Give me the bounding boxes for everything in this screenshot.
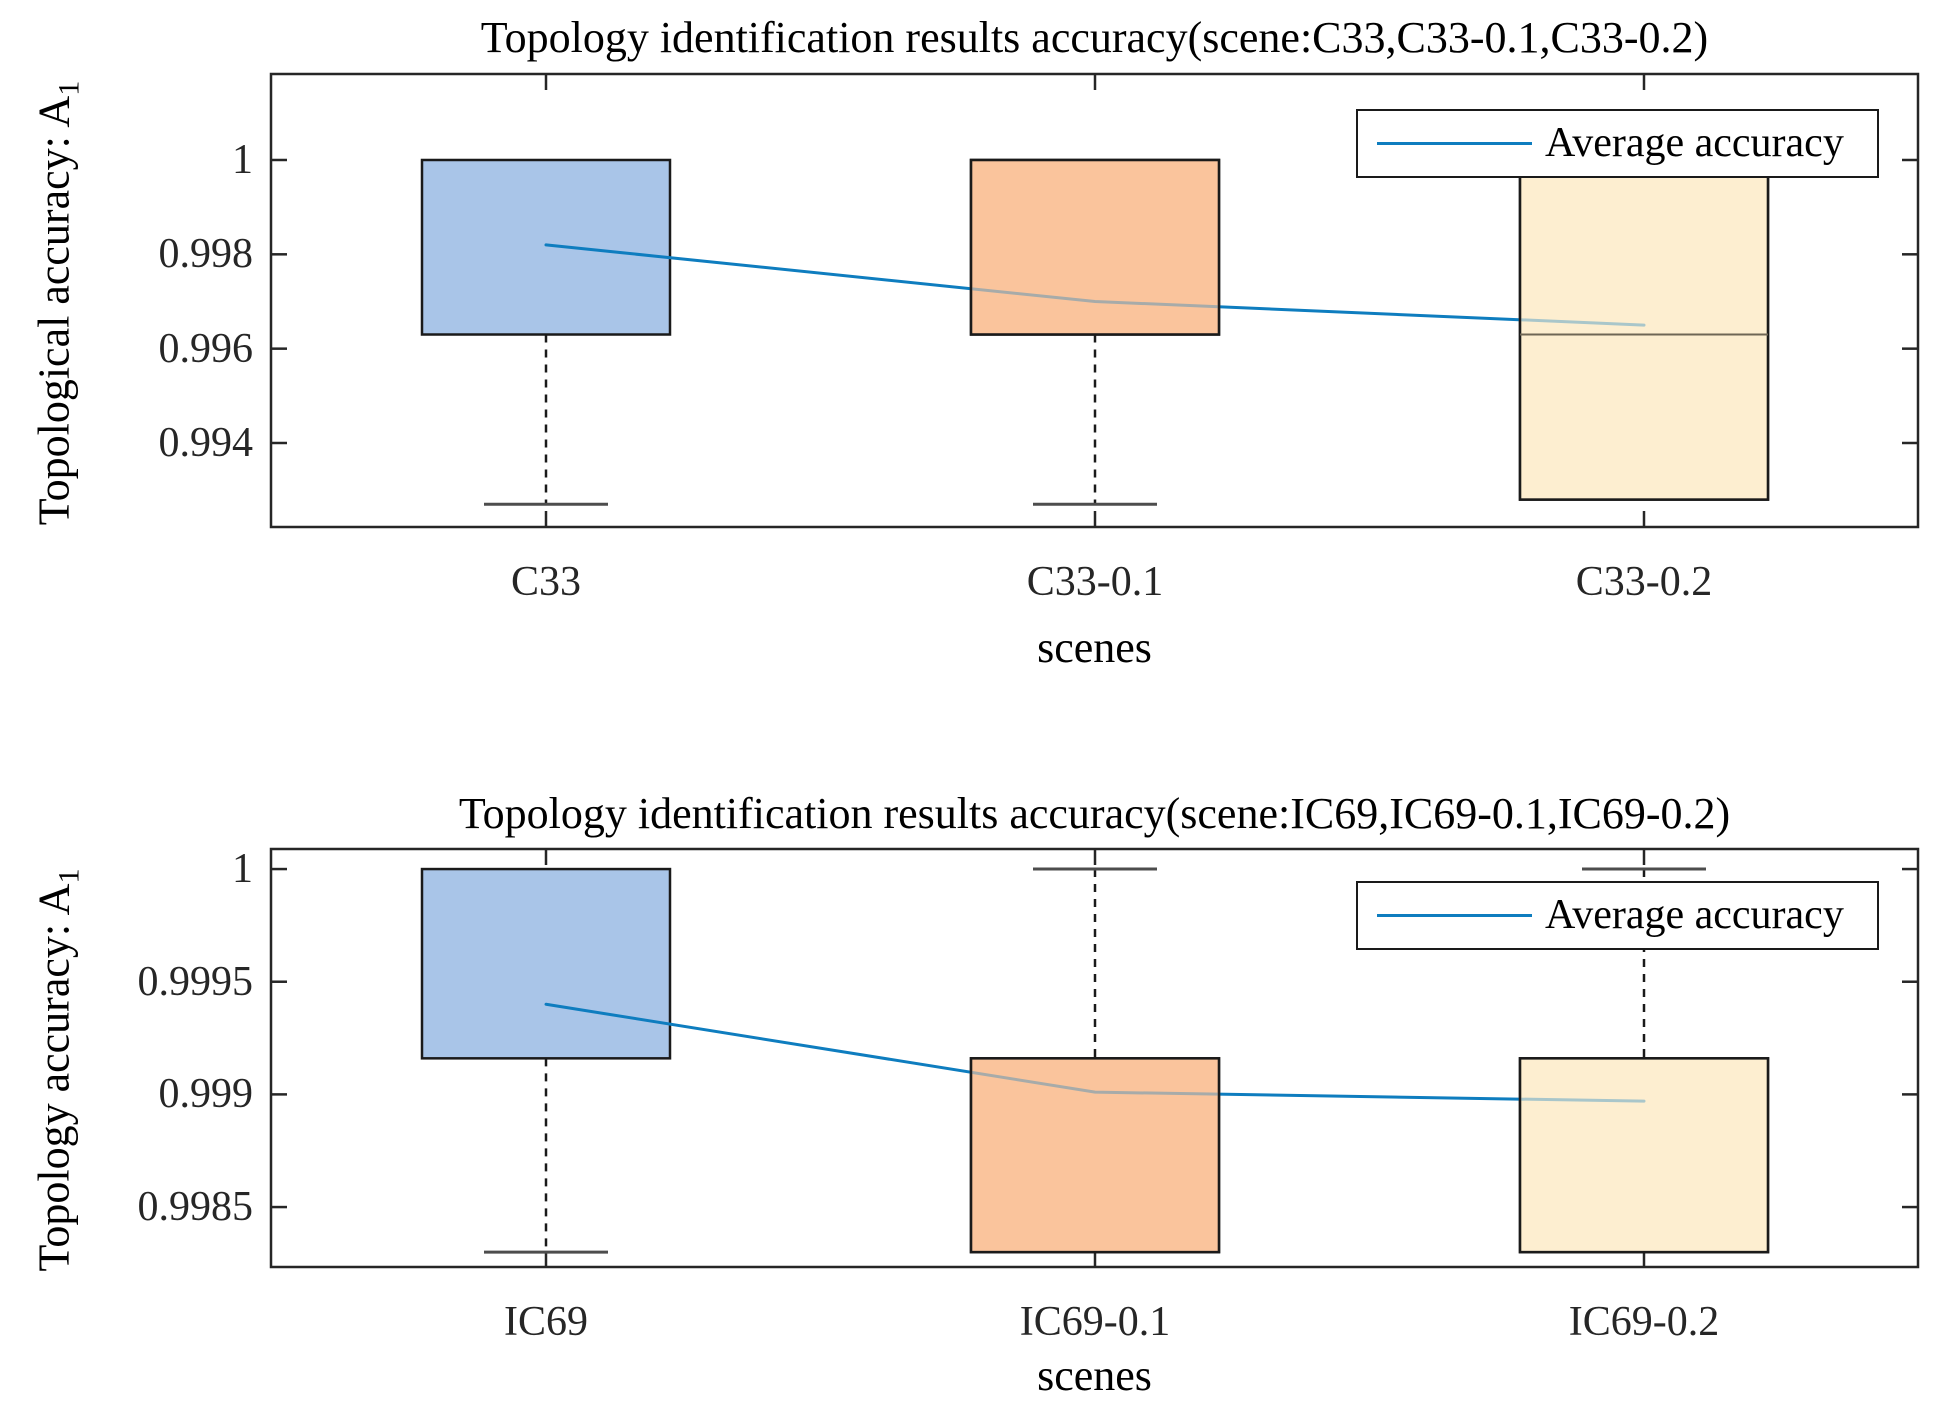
chart1-y-tick-label: 0.998	[158, 231, 254, 278]
chart1-plot-area	[269, 72, 1920, 529]
chart1-x-tick-label: C33	[510, 559, 581, 605]
chart2-x-tick-label: IC69	[504, 1299, 588, 1345]
chart2-title: Topology identification results accuracy…	[458, 789, 1731, 838]
chart2-legend-label: Average accuracy	[1545, 892, 1844, 938]
chart2-y-tick-label: 0.9995	[137, 958, 254, 1005]
chart2-y-tick-label: 0.9985	[137, 1184, 254, 1231]
chart1-title: Topology identification results accuracy…	[480, 13, 1709, 62]
chart2-x-axis-label: scenes	[1037, 1351, 1152, 1400]
chart2-y-tick-label: 1	[232, 846, 253, 893]
chart2-x-tick-label: IC69-0.1	[1019, 1299, 1171, 1345]
chart1-y-tick-label: 1	[232, 136, 253, 183]
chart2-x-tick-label: IC69-0.2	[1568, 1299, 1720, 1345]
chart1-x-tick-label: C33-0.1	[1026, 559, 1164, 605]
chart2-y-tick-label: 0.999	[158, 1071, 254, 1118]
chart1-x-axis-label: scenes	[1037, 623, 1152, 672]
chart1-y-axis-label-subscript: 1	[52, 80, 86, 96]
chart1-legend-label: Average accuracy	[1545, 120, 1844, 166]
chart2-plot-area	[269, 847, 1920, 1269]
chart1-x-tick-label: C33-0.2	[1575, 559, 1713, 605]
chart1-y-tick-label: 0.994	[158, 419, 254, 466]
chart1-y-tick-label: 0.996	[158, 325, 254, 372]
